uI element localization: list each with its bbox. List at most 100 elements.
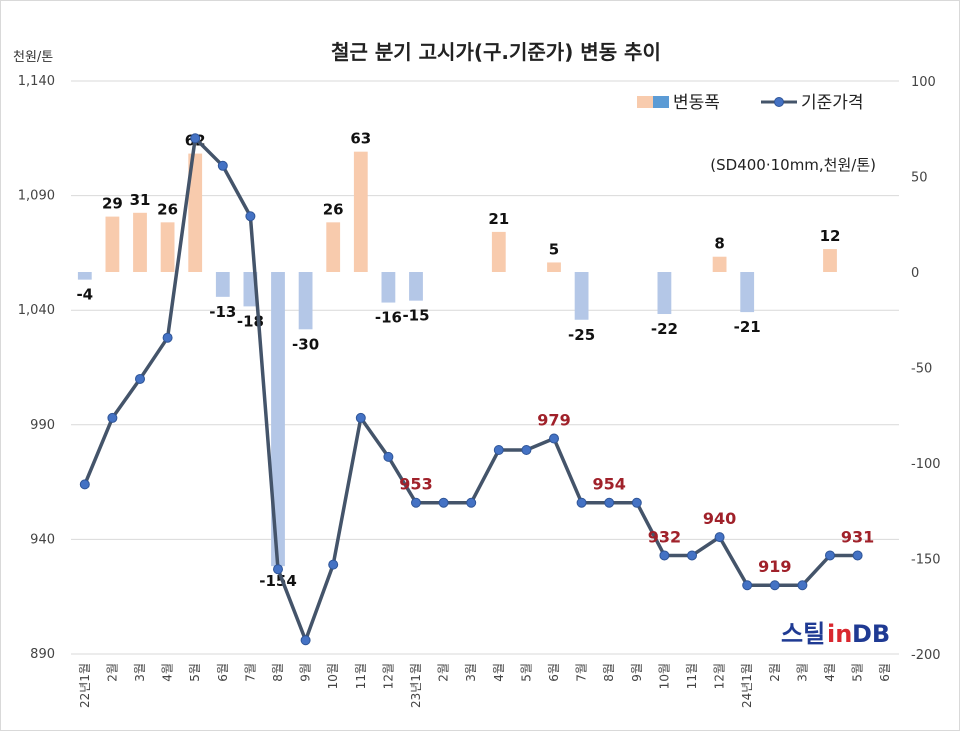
x-tick-label: 5월 — [851, 663, 865, 682]
legend-bar-swatch-pos — [637, 96, 653, 108]
x-tick-label: 8월 — [271, 663, 285, 682]
change-bar-label: 26 — [323, 200, 344, 218]
change-bar-label: -13 — [209, 303, 236, 321]
price-label: 931 — [841, 527, 874, 546]
price-point — [742, 580, 753, 591]
change-bar — [105, 216, 120, 272]
price-point — [825, 550, 835, 561]
change-bar-label: -30 — [292, 335, 319, 353]
grid-lines — [71, 80, 899, 655]
change-bar — [381, 272, 396, 303]
x-tick-label: 4월 — [161, 663, 175, 682]
change-bar — [271, 272, 285, 567]
x-axis: 22년1월 2월 3월 4월 5월 6월 7월 8월 9월 10월 11월 12월 23년1월 2월 3월 4… — [78, 663, 892, 708]
logo: 스틸 in DB — [781, 620, 890, 648]
change-bar-label: -154 — [259, 572, 297, 590]
x-tick-label: 11월 — [685, 663, 699, 689]
x-tick-label: 12월 — [713, 663, 727, 689]
price-point — [355, 412, 366, 423]
change-bar-label: 12 — [820, 227, 841, 245]
price-line: 953 979 954 932 940 919 931 — [79, 133, 874, 646]
change-bar-label: 8 — [714, 235, 724, 253]
x-tick-label: 3월 — [795, 663, 809, 682]
right-tick-label: -50 — [911, 362, 932, 377]
change-bar — [326, 222, 341, 272]
price-point — [107, 412, 118, 423]
change-bar — [353, 151, 368, 272]
left-axis: 890 940 990 1,040 1,090 1,140 — [18, 74, 55, 662]
right-tick-label: 100 — [911, 75, 936, 90]
x-tick-label: 5월 — [519, 663, 533, 682]
change-bar — [823, 249, 837, 272]
legend-line-marker — [774, 97, 784, 107]
change-bar-label: 5 — [549, 240, 559, 258]
legend-bar-label: 변동폭 — [673, 93, 720, 113]
left-tick-label: 890 — [30, 647, 55, 662]
price-point — [466, 497, 477, 508]
price-point — [438, 497, 449, 508]
price-point — [714, 532, 725, 543]
price-label: 954 — [592, 475, 625, 494]
price-point — [135, 373, 145, 384]
change-bar — [740, 272, 755, 313]
x-tick-label: 12월 — [381, 663, 395, 689]
change-bar-label: -4 — [76, 286, 93, 304]
change-bar-label: -21 — [734, 318, 761, 336]
x-tick-label: 7월 — [575, 663, 589, 682]
x-tick-label: 4월 — [492, 663, 506, 682]
price-point — [604, 497, 615, 508]
change-bar — [77, 272, 92, 280]
x-tick-label: 4월 — [823, 663, 837, 682]
x-tick-label: 2월 — [105, 663, 119, 682]
change-bar-label: -16 — [375, 309, 402, 327]
left-tick-label: 1,140 — [18, 74, 55, 89]
x-tick-label: 23년1월 — [409, 663, 423, 708]
price-label: 919 — [758, 557, 791, 576]
logo-in: in — [827, 620, 852, 648]
right-tick-label: -200 — [911, 648, 941, 663]
x-tick-label: 7월 — [243, 663, 257, 682]
price-point — [190, 133, 201, 144]
price-point — [245, 211, 256, 222]
legend-bar-swatch-neg — [653, 96, 669, 108]
chart-note: (SD400·10mm,천원/톤) — [710, 156, 876, 174]
x-tick-label: 2월 — [768, 663, 782, 682]
x-tick-label: 6월 — [216, 663, 230, 682]
right-tick-label: 50 — [911, 171, 928, 186]
x-tick-label: 3월 — [464, 663, 478, 682]
price-point — [797, 580, 808, 591]
x-tick-label: 5월 — [188, 663, 202, 682]
price-label: 932 — [648, 527, 681, 546]
price-point — [300, 635, 311, 646]
price-point — [383, 451, 394, 462]
left-axis-unit: 천원/톤 — [13, 50, 53, 65]
price-point — [769, 580, 780, 591]
x-tick-label: 6월 — [547, 663, 561, 682]
right-tick-label: -100 — [911, 457, 941, 472]
right-axis: -200 -150 -100 -50 0 50 100 — [911, 75, 941, 663]
left-tick-label: 1,040 — [18, 303, 55, 318]
logo-steel: 스틸 — [781, 620, 825, 648]
price-point — [521, 445, 532, 456]
price-point — [852, 550, 863, 561]
change-bar-label: -22 — [651, 320, 678, 338]
x-tick-label: 3월 — [133, 663, 147, 682]
legend: 변동폭 기준가격 — [637, 93, 864, 113]
change-bar-label: -25 — [568, 326, 595, 344]
change-bar-label: 31 — [130, 191, 151, 209]
price-point — [162, 332, 173, 343]
price-point — [659, 550, 670, 561]
change-bar — [491, 231, 506, 272]
change-bar — [712, 256, 727, 272]
price-point — [549, 433, 559, 444]
logo-db: DB — [852, 620, 890, 648]
change-bar — [574, 272, 589, 320]
change-bar — [409, 272, 423, 301]
x-tick-label: 22년1월 — [78, 663, 92, 708]
change-bar — [160, 222, 175, 272]
price-point — [217, 160, 228, 171]
change-bar-label: 29 — [102, 195, 123, 213]
change-bar — [298, 272, 313, 330]
